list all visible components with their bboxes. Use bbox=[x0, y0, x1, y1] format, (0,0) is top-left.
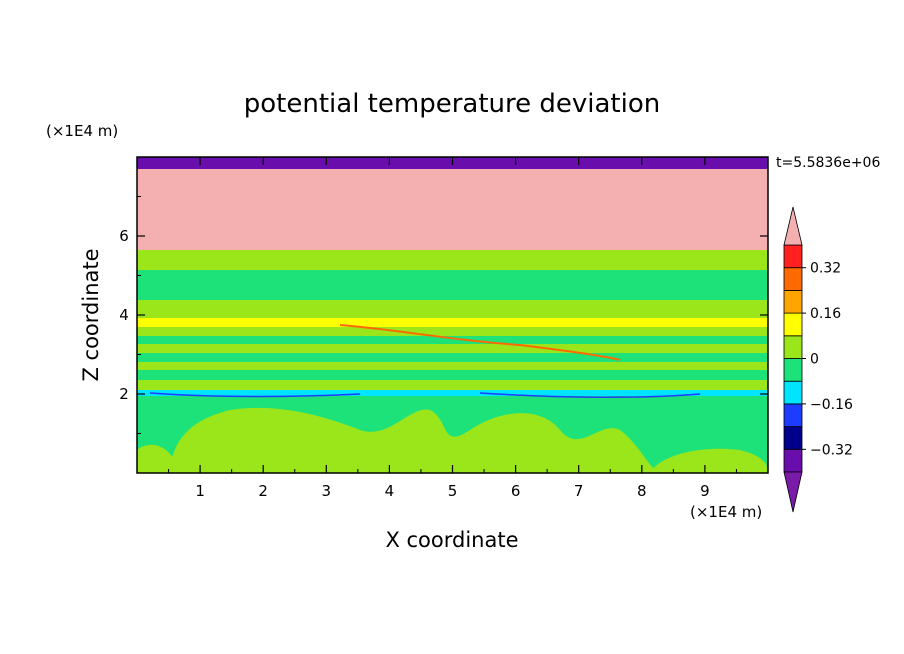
colorbar: 0.32 0.16 0 −0.16 −0.32 bbox=[783, 206, 853, 513]
colorbar-swatch bbox=[783, 380, 803, 405]
y-axis-label: Z coordinate bbox=[79, 248, 103, 381]
layer-8 bbox=[137, 336, 768, 344]
x-tick-label: 5 bbox=[448, 482, 458, 500]
x-axis: 1 2 3 4 5 6 7 8 9 bbox=[168, 157, 737, 500]
y-tick-label: 2 bbox=[119, 385, 129, 403]
y-tick-label: 6 bbox=[119, 227, 129, 245]
colorbar-under-arrow bbox=[783, 471, 803, 513]
colorbar-swatch bbox=[783, 448, 803, 473]
streak-red bbox=[339, 324, 621, 361]
colorbar-tick-label: 0.16 bbox=[810, 306, 841, 322]
colorbar-tick-label: −0.32 bbox=[810, 442, 853, 458]
colorbar-swatch bbox=[783, 244, 803, 269]
x-tick-label: 8 bbox=[637, 482, 647, 500]
colorbar-swatch bbox=[783, 403, 803, 427]
chart-title: potential temperature deviation bbox=[244, 89, 660, 119]
surface-blobs bbox=[137, 407, 768, 473]
y-tick-label: 4 bbox=[119, 306, 129, 324]
layer-5 bbox=[137, 362, 768, 370]
colorbar-swatch bbox=[783, 426, 803, 450]
colorbar-tick-label: 0.32 bbox=[810, 261, 841, 277]
x-unit-label: (×1E4 m) bbox=[690, 503, 762, 521]
overlay-purple bbox=[137, 157, 768, 307]
layer-6 bbox=[137, 353, 768, 362]
contour-field bbox=[137, 157, 768, 473]
colorbar-swatch bbox=[783, 312, 803, 337]
colorbar-swatch bbox=[783, 267, 803, 291]
x-tick-label: 3 bbox=[322, 482, 332, 500]
colorbar-over-arrow bbox=[783, 206, 803, 246]
colorbar-swatch bbox=[783, 335, 803, 359]
colorbar-swatch bbox=[783, 289, 803, 314]
layer-4 bbox=[137, 370, 768, 380]
layer-7 bbox=[137, 344, 768, 353]
x-tick-label: 4 bbox=[385, 482, 395, 500]
layer-3 bbox=[137, 380, 768, 390]
streak-lowblue bbox=[149, 392, 701, 399]
layer-2 bbox=[137, 388, 768, 396]
colorbar-swatch bbox=[783, 358, 803, 382]
x-tick-label: 1 bbox=[195, 482, 205, 500]
x-axis-label: X coordinate bbox=[385, 528, 518, 552]
colorbar-tick-label: −0.16 bbox=[810, 397, 853, 413]
y-axis: 2 4 6 bbox=[119, 196, 768, 434]
x-tick-label: 2 bbox=[258, 482, 268, 500]
y-unit-label: (×1E4 m) bbox=[46, 122, 118, 140]
x-tick-label: 7 bbox=[574, 482, 584, 500]
x-tick-label: 9 bbox=[700, 482, 710, 500]
colorbar-tick-label: 0 bbox=[810, 352, 819, 368]
x-tick-label: 6 bbox=[511, 482, 521, 500]
time-label: t=5.5836e+06 bbox=[776, 155, 880, 171]
